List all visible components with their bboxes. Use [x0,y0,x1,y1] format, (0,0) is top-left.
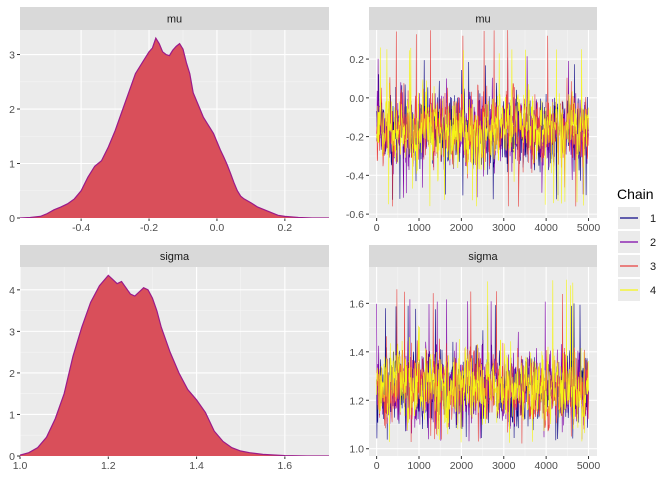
x-tick-label: 1.0 [13,460,28,472]
y-tick-label: -0.2 [346,132,364,144]
facet-strip-label: mu [167,14,182,26]
y-tick-label: 3 [9,50,15,62]
legend-title: Chain [617,186,654,202]
facet-strip-label: sigma [160,251,190,263]
y-tick-label: 1.2 [349,395,364,407]
y-tick-label: 4 [9,285,15,297]
x-tick-label: 1000 [407,222,431,234]
y-tick-label: 0 [9,451,15,463]
y-tick-label: -0.4 [346,170,364,182]
legend-label-chain-4: 4 [650,285,656,297]
x-tick-label: 1.6 [278,460,293,472]
x-tick-label: 4000 [534,222,558,234]
x-tick-label: 0.0 [210,222,225,234]
x-tick-label: 5000 [577,222,601,234]
y-tick-label: 2 [9,368,15,380]
legend-label-chain-2: 2 [650,237,656,249]
density-line [20,274,329,456]
facet-strip [20,245,329,267]
x-tick-label: 2000 [450,222,474,234]
panel-line-mu: mu 0 1000 2000 3000 4000 5000 0.2 0.0 -0.2 -0.4 -0.… [346,7,600,234]
chain-legend: Chain 1 2 3 4 [617,186,656,301]
density-area [20,38,329,218]
facet-strip-label: sigma [468,251,498,263]
x-tick-label: 0 [374,222,380,234]
x-tick-label: -0.2 [140,222,158,234]
y-tick-label: 1 [9,409,15,421]
panel-area-sigma: sigma 1.0 1.2 1.4 1.6 0 1 2 3 4 [9,245,329,472]
facet-strip [369,7,597,30]
y-tick-label: -0.6 [346,209,364,221]
x-tick-label: 4000 [534,460,558,472]
x-tick-label: 3000 [492,222,516,234]
x-tick-label: 1.4 [189,460,204,472]
trace-line-chain-4 [376,47,589,207]
x-tick-label: 1000 [407,460,431,472]
x-tick-label: 0.2 [278,222,293,234]
x-tick-label: 1.2 [101,460,116,472]
facet-strip-label: mu [475,14,490,26]
x-tick-label: 0 [374,460,380,472]
y-tick-label: 0 [9,213,15,225]
legend-label-chain-3: 3 [650,261,656,273]
facet-strip [20,7,329,30]
y-tick-label: 1 [9,159,15,171]
panel-line-sigma: sigma 0 1000 2000 3000 4000 5000 1.6 1.4 1.2 1.0 [349,245,600,472]
y-tick-label: 1.6 [349,298,364,310]
x-tick-label: 5000 [577,460,601,472]
y-tick-label: 3 [9,326,15,338]
y-tick-label: 2 [9,104,15,116]
x-tick-label: 2000 [450,460,474,472]
x-tick-label: -0.4 [72,222,90,234]
density-line [20,36,329,218]
y-tick-label: 0.2 [349,54,364,66]
density-area [20,275,329,456]
panel-area-mu: mu -0.4 -0.2 0.0 0.2 0 1 2 3 [9,7,329,234]
legend-label-chain-1: 1 [650,213,656,225]
y-tick-label: 0.0 [349,93,364,105]
x-tick-label: 3000 [492,460,516,472]
y-tick-label: 1.0 [349,444,364,456]
trace-line-chain-4 [376,279,589,443]
facet-strip [369,245,597,267]
y-tick-label: 1.4 [349,347,364,359]
